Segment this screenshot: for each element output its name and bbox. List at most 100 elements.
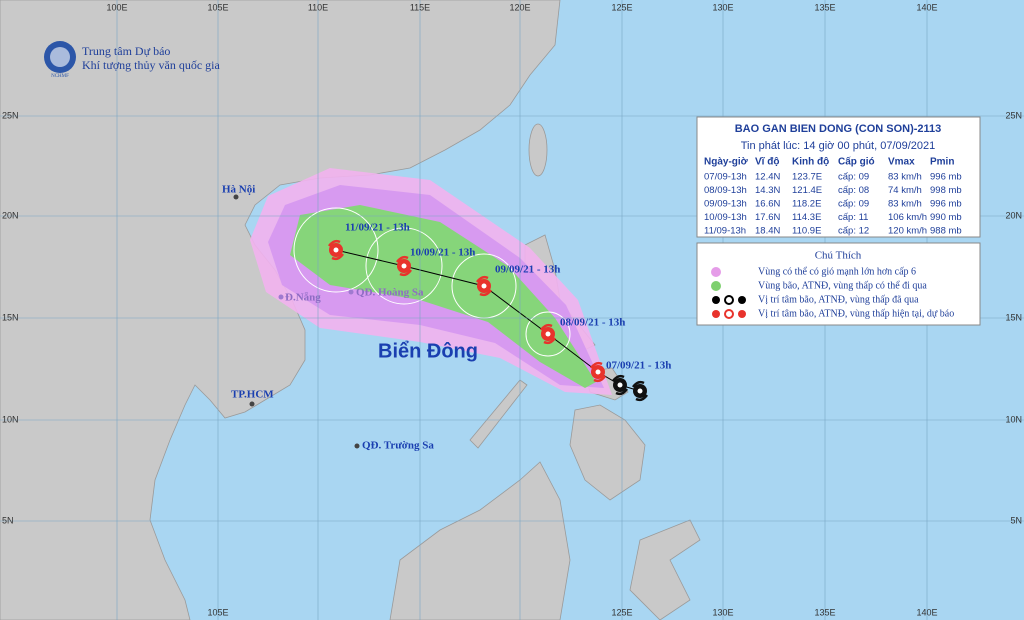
storm-eye — [637, 388, 643, 394]
table-cell: 11/09-13h — [704, 226, 746, 237]
lat-label: 5N — [1010, 515, 1022, 525]
lat-label: 25N — [2, 110, 19, 120]
lon-label: 140E — [916, 607, 937, 617]
table-cell: 990 mb — [930, 212, 962, 223]
place-dot — [348, 289, 354, 295]
place-dot — [354, 443, 360, 449]
bulletin-title: BAO GAN BIEN DONG (CON SON)-2113 — [735, 123, 942, 135]
legend-item: Vị trí tâm bão, ATNĐ, vùng thấp đã qua — [758, 294, 919, 305]
legend-title: Chú Thích — [815, 250, 862, 262]
place-dot — [233, 194, 239, 200]
lon-label: 130E — [712, 607, 733, 617]
table-cell: 120 km/h — [888, 226, 927, 237]
place-dot — [278, 294, 284, 300]
table-cell: 106 km/h — [888, 212, 927, 223]
table-header: Pmin — [930, 157, 954, 168]
table-cell: 09/09-13h — [704, 199, 747, 210]
table-cell: 118.2E — [792, 199, 821, 210]
lat-label: 25N — [1005, 110, 1022, 120]
storm-arm — [631, 380, 649, 402]
table-cell: 12.4N — [755, 172, 780, 183]
track-label: 11/09/21 - 13h — [345, 222, 410, 234]
header-line: Trung tâm Dự báo — [82, 44, 170, 58]
lon-label: 130E — [712, 2, 733, 12]
table-header: Cấp gió — [838, 156, 875, 168]
lat-label: 15N — [2, 312, 19, 322]
header-line: Khí tượng thủy văn quốc gia — [82, 58, 221, 72]
lat-label: 5N — [2, 515, 14, 525]
table-cell: 110.9E — [792, 226, 821, 237]
track-label: 07/09/21 - 13h — [606, 360, 671, 372]
table-cell: 18.4N — [755, 226, 780, 237]
storm-eye — [333, 247, 339, 253]
place-label: Hà Nội — [222, 184, 255, 196]
lon-label: 120E — [509, 2, 530, 12]
table-cell: 996 mb — [930, 172, 962, 183]
table-cell: cấp: 08 — [838, 185, 869, 196]
table-cell: 998 mb — [930, 185, 962, 196]
place-label: Đ.Nẵng — [285, 292, 321, 304]
lat-label: 10N — [1005, 414, 1022, 424]
lon-label: 105E — [207, 607, 228, 617]
storm-arm — [327, 239, 345, 261]
logo: NCHMF Trung tâm Dự báo Khí tượng thủy vă… — [44, 41, 221, 79]
table-cell: 08/09-13h — [704, 185, 747, 196]
table-header: Vmax — [888, 157, 915, 168]
table-cell: 17.6N — [755, 212, 780, 223]
place-label: TP.HCM — [231, 389, 274, 401]
bulletin-box: BAO GAN BIEN DONG (CON SON)-2113 Tin phá… — [696, 116, 981, 238]
lon-label: 125E — [611, 2, 632, 12]
place-label: QĐ. Trường Sa — [362, 440, 434, 452]
track-label: 10/09/21 - 13h — [410, 247, 475, 259]
legend-item: Vùng có thể có gió mạnh lớn hơn cấp 6 — [758, 266, 916, 277]
table-header: Kinh độ — [792, 157, 829, 168]
table-cell: 996 mb — [930, 199, 962, 210]
table-cell: 10/09-13h — [704, 212, 747, 223]
table-cell: 83 km/h — [888, 172, 922, 183]
table-header: Vĩ độ — [755, 157, 779, 168]
table-cell: cấp: 09 — [838, 199, 869, 210]
storm-eye — [401, 263, 407, 269]
table-cell: 07/09-13h — [704, 172, 747, 183]
lat-label: 15N — [1005, 312, 1022, 322]
table-cell: 74 km/h — [888, 185, 922, 196]
table-cell: 16.6N — [755, 199, 780, 210]
table-cell: 83 km/h — [888, 199, 922, 210]
lat-label: 10N — [2, 414, 19, 424]
legend-item: Vị trí tâm bão, ATNĐ, vùng thấp hiện tại… — [758, 308, 954, 319]
bulletin-issued: Tin phát lúc: 14 giờ 00 phút, 07/09/2021 — [741, 140, 936, 152]
lon-label: 115E — [410, 2, 430, 12]
storm-arm — [539, 323, 557, 345]
table-cell: 14.3N — [755, 185, 780, 196]
lon-label: 100E — [106, 2, 127, 12]
lat-label: 20N — [1005, 210, 1022, 220]
table-header: Ngày-giờ — [704, 157, 749, 168]
legend-item: Vùng bão, ATNĐ, vùng thấp có thể đi qua — [758, 280, 927, 291]
storm-arm — [611, 374, 629, 396]
table-cell: 121.4E — [792, 185, 822, 196]
storm-arm — [589, 361, 607, 383]
legend-box: Chú Thích Vùng có thể có gió mạnh lớn hơ… — [696, 242, 981, 326]
lon-label: 135E — [814, 607, 835, 617]
lon-label: 140E — [916, 2, 937, 12]
storm-eye — [617, 382, 623, 388]
storm-eye — [595, 369, 601, 375]
track-label: 09/09/21 - 13h — [495, 264, 560, 276]
table-cell: cấp: 11 — [838, 212, 868, 223]
storm-eye — [481, 283, 487, 289]
place-dot — [249, 401, 255, 407]
storm-icons — [327, 239, 649, 402]
storm-arm — [475, 275, 493, 297]
table-cell: 123.7E — [792, 172, 822, 183]
table-cell: 988 mb — [930, 226, 962, 237]
lat-label: 20N — [2, 210, 19, 220]
table-cell: 114.3E — [792, 212, 821, 223]
place-label: QĐ. Hoàng Sa — [356, 287, 424, 299]
storm-eye — [545, 331, 551, 337]
table-cell: cấp: 09 — [838, 172, 869, 183]
lon-label: 110E — [308, 2, 328, 12]
storm-arm — [395, 255, 413, 277]
lon-label: 125E — [611, 607, 632, 617]
sea-label: Biển Đông — [378, 340, 478, 362]
